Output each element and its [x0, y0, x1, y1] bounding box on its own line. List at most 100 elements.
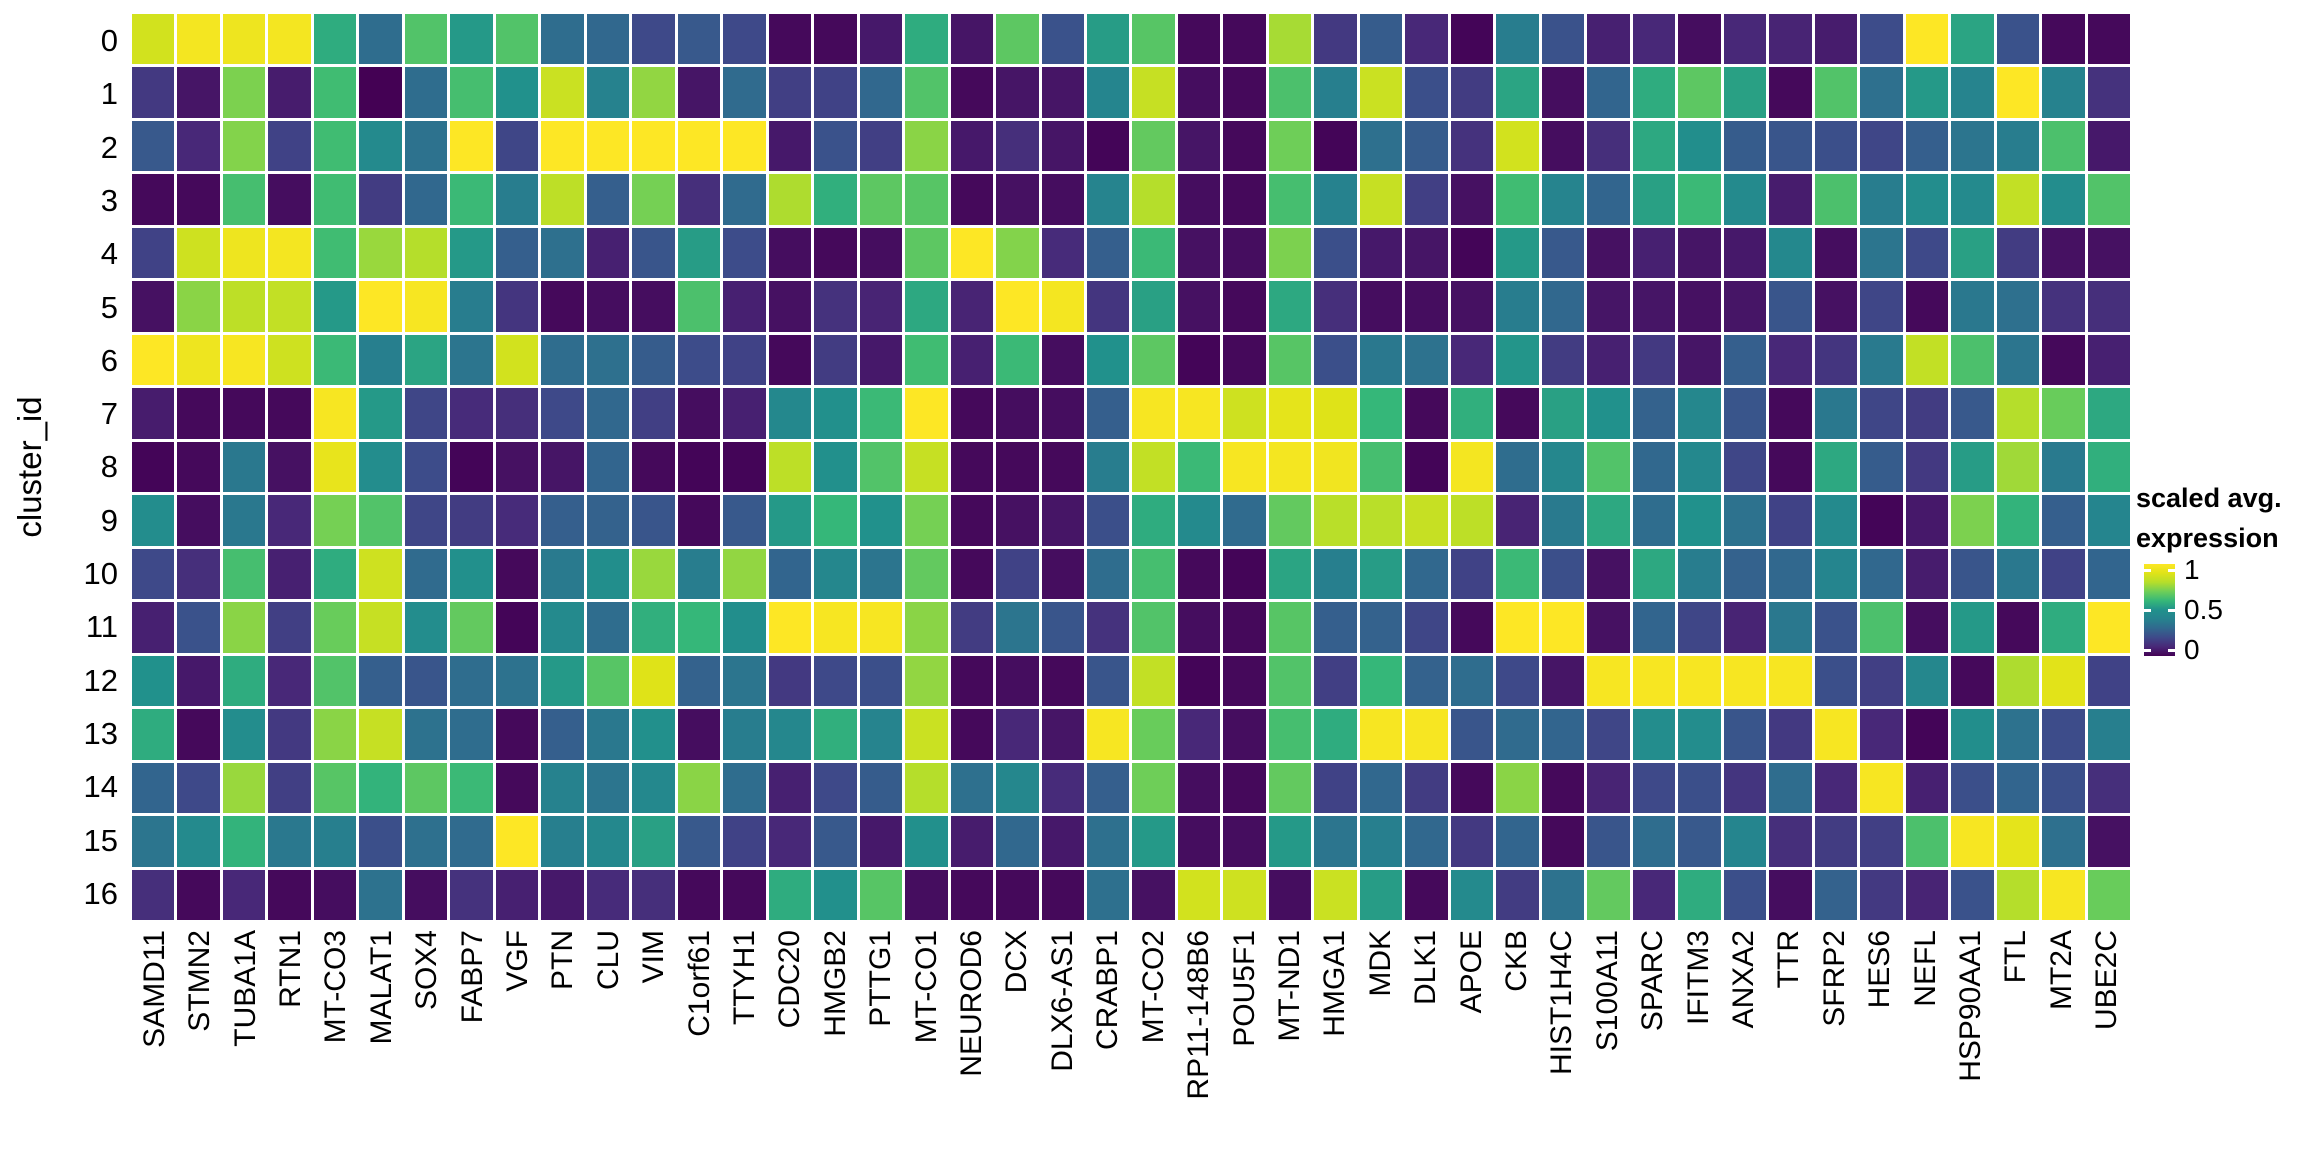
heatmap-cell — [2042, 14, 2085, 65]
heatmap-cell — [859, 120, 903, 172]
heatmap-cell — [359, 120, 402, 172]
legend-tick-label-1: 1 — [2184, 554, 2200, 585]
heatmap-cell — [132, 709, 175, 760]
heatmap-cell — [1541, 388, 1585, 439]
heatmap-cell — [905, 816, 948, 867]
heatmap-cell — [268, 14, 311, 65]
heatmap-cell — [768, 120, 812, 172]
heatmap-cell — [1723, 709, 1767, 760]
heatmap-cell — [313, 869, 357, 920]
heatmap-cell — [768, 495, 812, 546]
heatmap-cell — [1177, 67, 1221, 118]
heatmap-cell — [313, 548, 357, 600]
heatmap-cell — [1814, 227, 1858, 279]
heatmap-cell — [359, 816, 402, 867]
heatmap-cell — [541, 655, 584, 707]
heatmap-cell — [1041, 120, 1085, 172]
heatmap-cell — [132, 655, 175, 707]
heatmap-cell — [1723, 388, 1767, 439]
heatmap-cell — [1814, 762, 1858, 814]
heatmap-cell — [1678, 441, 1721, 493]
heatmap-cell — [495, 602, 539, 653]
y-tick-label-7: 7 — [100, 396, 118, 432]
heatmap-cell — [1951, 548, 1994, 600]
heatmap-cell — [1314, 655, 1357, 707]
heatmap-cell — [222, 67, 266, 118]
heatmap-cell — [950, 67, 994, 118]
heatmap-cell — [1132, 388, 1175, 439]
heatmap-cell — [996, 174, 1039, 225]
heatmap-cell — [1860, 602, 1903, 653]
heatmap-cell — [677, 816, 721, 867]
heatmap-cell — [450, 388, 493, 439]
heatmap-cell — [222, 548, 266, 600]
heatmap-cell — [1860, 227, 1903, 279]
heatmap-cell — [177, 281, 220, 332]
heatmap-cell — [1087, 548, 1130, 600]
heatmap-cell — [1632, 334, 1676, 386]
heatmap-cell — [586, 816, 630, 867]
heatmap-cell — [495, 334, 539, 386]
heatmap-cell — [2087, 709, 2130, 760]
heatmap-cell — [1632, 548, 1676, 600]
heatmap-cell — [2087, 816, 2130, 867]
heatmap-cell — [905, 227, 948, 279]
heatmap-cell — [1268, 548, 1312, 600]
heatmap-cell — [177, 602, 220, 653]
heatmap-cell — [996, 869, 1039, 920]
heatmap-cell — [1587, 174, 1630, 225]
heatmap-cell — [905, 334, 948, 386]
heatmap-cell — [1314, 495, 1357, 546]
heatmap-cell — [1541, 334, 1585, 386]
heatmap-cell — [1223, 174, 1266, 225]
heatmap-cell — [1723, 602, 1767, 653]
heatmap-cell — [768, 762, 812, 814]
heatmap-cell — [1087, 869, 1130, 920]
heatmap-cell — [905, 869, 948, 920]
heatmap-cell — [1405, 762, 1448, 814]
heatmap-cell — [1450, 441, 1494, 493]
heatmap-cell — [541, 388, 584, 439]
heatmap-cell — [495, 281, 539, 332]
heatmap-cell — [132, 334, 175, 386]
heatmap-cell — [586, 602, 630, 653]
heatmap-cell — [404, 174, 448, 225]
heatmap-cell — [1996, 67, 2040, 118]
heatmap-cell — [1450, 174, 1494, 225]
heatmap-cell — [495, 762, 539, 814]
heatmap-cell — [495, 67, 539, 118]
heatmap-cell — [723, 120, 766, 172]
heatmap-cell — [1268, 174, 1312, 225]
heatmap-cell — [450, 120, 493, 172]
heatmap-cell — [859, 174, 903, 225]
x-tick-label-CKB: CKB — [1499, 930, 1533, 992]
heatmap-cell — [677, 869, 721, 920]
heatmap-cell — [495, 174, 539, 225]
heatmap-cell — [495, 388, 539, 439]
heatmap-cell — [905, 14, 948, 65]
x-tick-label-C1orf61: C1orf61 — [682, 930, 716, 1037]
heatmap-cell — [1587, 388, 1630, 439]
heatmap-cell — [313, 174, 357, 225]
heatmap-cell — [222, 174, 266, 225]
heatmap-cell — [1450, 67, 1494, 118]
heatmap-cell — [1268, 762, 1312, 814]
x-tick-label-TUBA1A: TUBA1A — [228, 930, 262, 1047]
heatmap-cell — [1041, 495, 1085, 546]
heatmap-cell — [541, 709, 584, 760]
heatmap-cell — [1223, 120, 1266, 172]
heatmap-cell — [177, 709, 220, 760]
heatmap-cell — [1314, 762, 1357, 814]
heatmap-cell — [1678, 334, 1721, 386]
heatmap-cell — [632, 762, 675, 814]
heatmap-cell — [450, 495, 493, 546]
heatmap-cell — [859, 709, 903, 760]
heatmap-cell — [586, 762, 630, 814]
x-tick-label-S100A11: S100A11 — [1590, 930, 1624, 1052]
heatmap-cell — [1268, 334, 1312, 386]
heatmap-cell — [1132, 655, 1175, 707]
heatmap-cell — [1405, 388, 1448, 439]
heatmap-cell — [905, 709, 948, 760]
heatmap-cell — [359, 67, 402, 118]
heatmap-cell — [723, 602, 766, 653]
